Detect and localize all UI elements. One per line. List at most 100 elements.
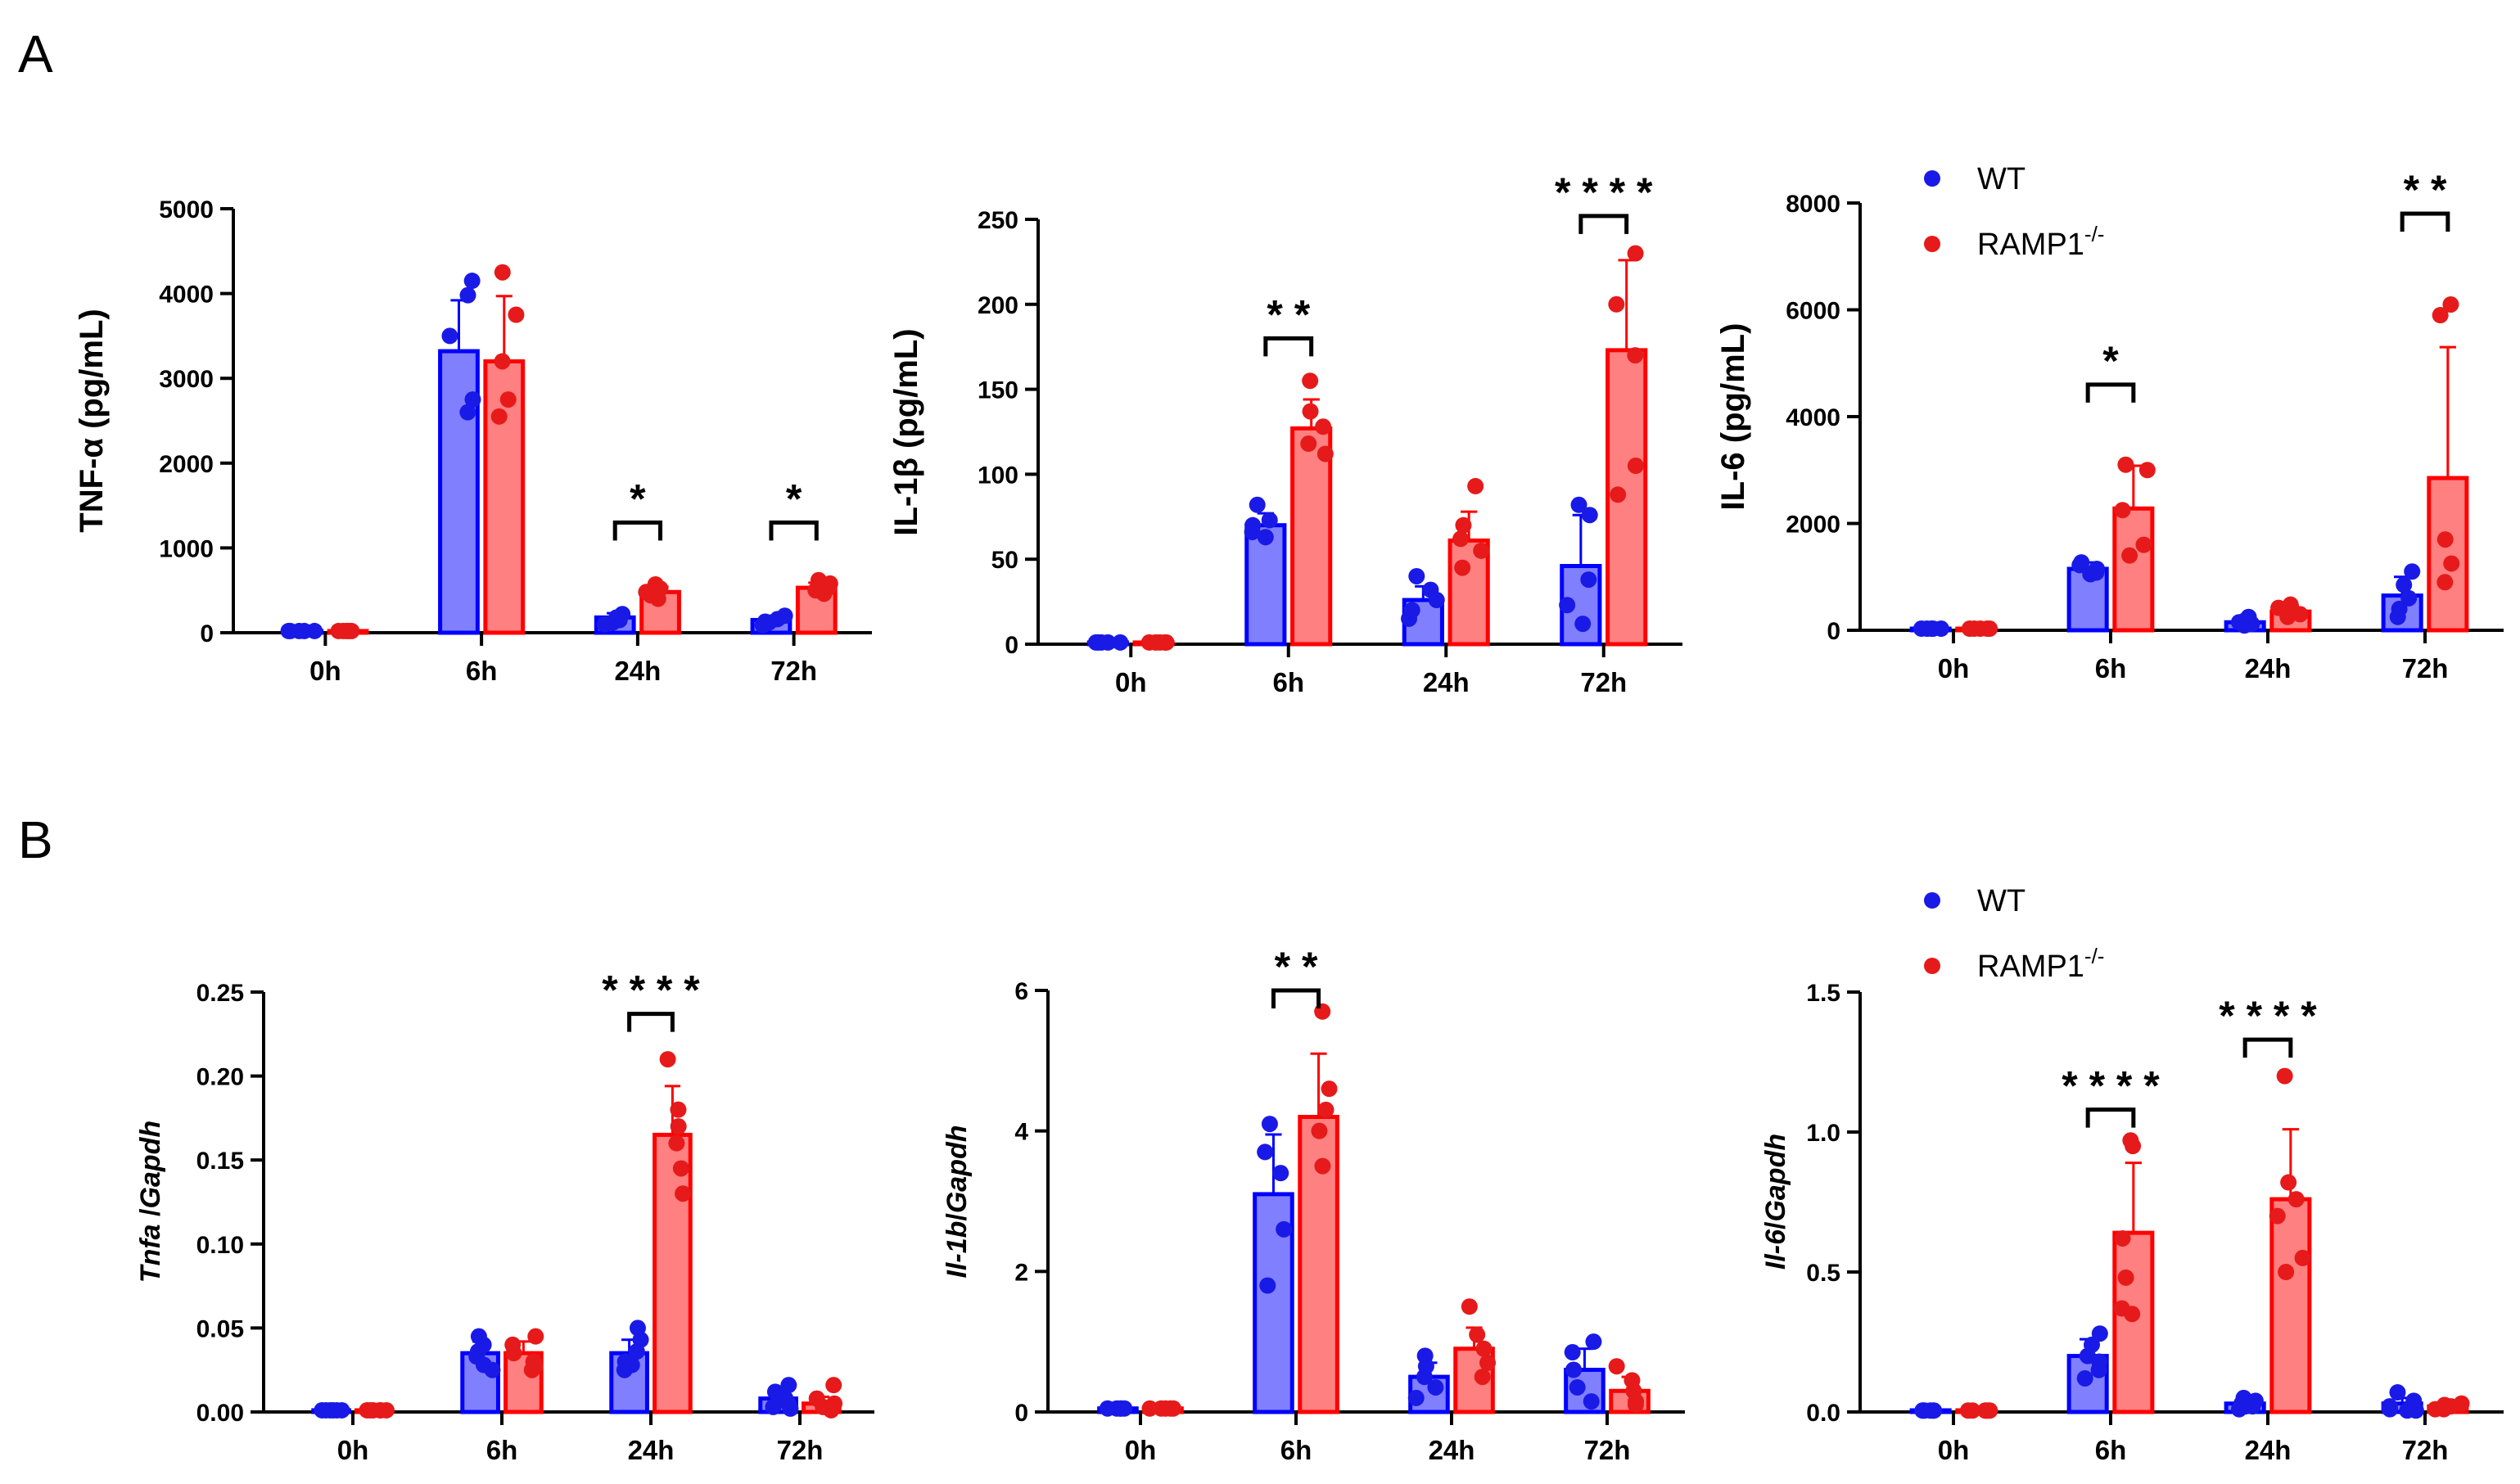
data-point	[2090, 1361, 2107, 1378]
data-point	[1454, 559, 1471, 576]
data-point	[1302, 403, 1319, 420]
chart-2: 0 50 100 150 200 250 IL-1β (pg/mL) 0h 6h 24h 72h * …	[888, 169, 1682, 697]
data-point	[616, 1361, 633, 1378]
data-point	[1565, 1361, 1583, 1378]
data-point	[2294, 1249, 2311, 1266]
x-tick-label: 72h	[770, 656, 817, 686]
data-point	[2117, 1269, 2134, 1286]
data-point	[1300, 435, 1317, 453]
data-point	[1461, 1298, 1478, 1315]
y-tick-label: 0.10	[196, 1232, 244, 1259]
data-point	[1918, 620, 1935, 638]
data-point	[364, 1401, 382, 1419]
data-point	[527, 1328, 544, 1345]
data-point	[1158, 634, 1175, 651]
data-point	[1165, 1400, 1182, 1417]
y-axis-label-part: Tnfa	[135, 1224, 166, 1283]
data-point	[2124, 1306, 2141, 1323]
x-tick-label: 0h	[309, 656, 341, 686]
data-point	[649, 590, 666, 607]
data-point	[1980, 1402, 1997, 1419]
significance-stars: * *	[1267, 291, 1310, 337]
data-point	[1583, 1393, 1600, 1410]
data-point	[2135, 536, 2152, 553]
y-tick-label: 1.0	[1806, 1120, 1840, 1147]
data-point	[1455, 516, 1472, 534]
y-tick-label: 2	[1014, 1259, 1028, 1286]
data-point	[2400, 589, 2418, 607]
x-tick-label: 6h	[1280, 1435, 1312, 1465]
x-tick-label: 24h	[628, 1435, 675, 1465]
data-point	[505, 1345, 522, 1362]
y-tick-label: 6000	[1786, 298, 1840, 325]
data-point	[823, 1401, 840, 1419]
data-point	[464, 391, 481, 408]
data-point	[675, 1185, 692, 1202]
significance-stars: * * * *	[2062, 1063, 2160, 1109]
y-axis-label-part: /	[942, 1213, 973, 1221]
legend-wt-marker	[1924, 892, 1940, 909]
legend-wt-label: WT	[1977, 162, 2025, 196]
data-point	[1302, 372, 1319, 390]
y-axis-label: Il-1b/Gapdh	[942, 1125, 973, 1278]
data-point	[1316, 445, 1334, 462]
y-tick-label: 4000	[1786, 404, 1840, 431]
data-point	[2436, 574, 2454, 591]
data-point	[2071, 557, 2089, 574]
significance-stars: *	[786, 476, 802, 521]
data-point	[484, 1361, 501, 1378]
data-point	[1141, 1400, 1158, 1417]
data-point	[1401, 610, 1418, 627]
chart-3: 0 2000 4000 6000 8000 IL-6 (pg/mL) 0h 6h 24h 72h *…	[1715, 162, 2504, 683]
data-point	[2389, 1384, 2406, 1401]
data-point	[1608, 295, 1625, 313]
y-axis-label-part: Gapdh	[135, 1121, 166, 1209]
data-point	[782, 1400, 799, 1417]
y-tick-label: 8000	[1786, 191, 1840, 218]
data-point	[377, 1401, 395, 1419]
data-point	[2269, 1207, 2286, 1225]
x-tick-label: 6h	[2095, 653, 2127, 683]
data-point	[1559, 597, 1576, 614]
bar-ramp1-24h	[2269, 1197, 2312, 1414]
data-point	[494, 353, 511, 370]
data-point	[1249, 496, 1266, 513]
data-point	[659, 1051, 676, 1068]
x-tick-label: 0h	[1125, 1435, 1157, 1465]
legend-ramp1-label: RAMP1-/-	[1977, 944, 2104, 984]
significance-stars: *	[2102, 338, 2119, 384]
x-tick-label: 6h	[1272, 667, 1304, 697]
y-tick-label: 0.25	[196, 980, 244, 1007]
legend-ramp1-label: RAMP1-/-	[1977, 222, 2104, 262]
data-point	[1569, 1378, 1586, 1396]
data-point	[2114, 1229, 2131, 1247]
significance-stars: * *	[2404, 167, 2447, 213]
data-point	[463, 273, 481, 290]
x-tick-label: 0h	[337, 1435, 369, 1465]
x-tick-label: 6h	[2095, 1435, 2127, 1465]
data-point	[2117, 456, 2134, 473]
data-point	[1257, 529, 1274, 546]
data-point	[2436, 531, 2454, 548]
data-point	[1627, 1396, 1644, 1414]
data-point	[1981, 620, 1998, 638]
data-point	[1914, 1402, 1931, 1419]
chart-4: 0.00 0.05 0.10 0.15 0.20 0.25 Tnfa /Gapdh 0h 6h 2…	[135, 968, 874, 1465]
data-point	[1452, 530, 1470, 548]
data-point	[341, 622, 358, 639]
significance-stars: *	[630, 476, 646, 521]
x-tick-label: 72h	[2402, 1435, 2449, 1465]
data-point	[670, 1118, 687, 1135]
data-point	[2292, 606, 2309, 623]
y-tick-label: 0	[1827, 618, 1840, 645]
y-axis-label-part: Il-1b	[942, 1221, 973, 1279]
data-point	[1469, 1326, 1486, 1343]
y-axis-label: Il-6/Gapdh	[1760, 1134, 1791, 1270]
significance-stars: * * * *	[1555, 169, 1653, 215]
y-tick-label: 5000	[159, 196, 214, 223]
significance-bracket	[2400, 211, 2450, 232]
data-point	[459, 404, 476, 421]
data-point	[523, 1361, 540, 1378]
